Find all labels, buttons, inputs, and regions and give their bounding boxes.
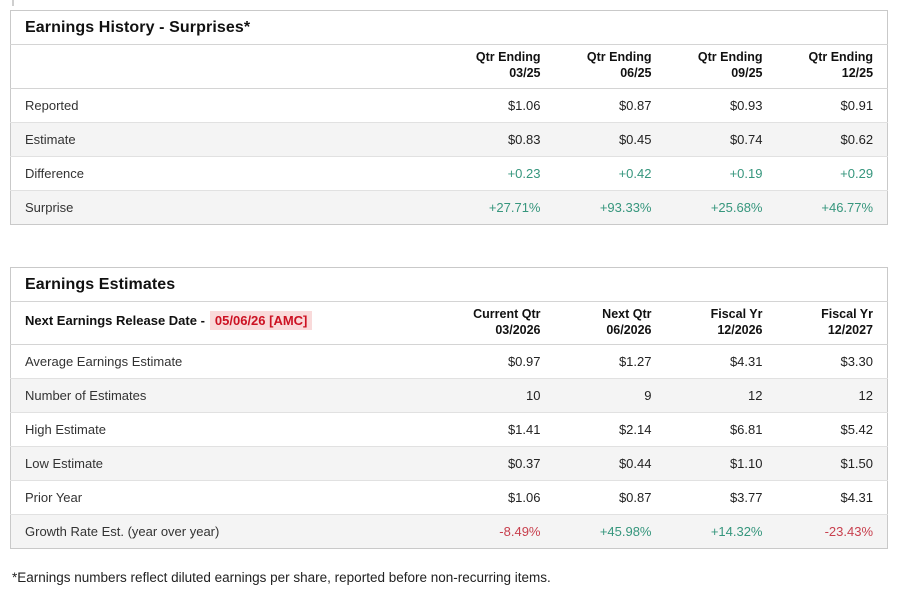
cell-value: $1.27: [554, 344, 666, 379]
cell-value: $0.97: [443, 344, 555, 379]
table-title-row: Earnings History - Surprises*: [10, 10, 888, 45]
cell-value: $0.44: [554, 446, 666, 481]
table-row-average-estimate: Average Earnings Estimate $0.97 $1.27 $4…: [10, 344, 888, 379]
cell-value: -8.49%: [499, 524, 541, 539]
row-label: Reported: [10, 88, 444, 123]
column-header-qtr4: Qtr Ending 12/25: [776, 44, 888, 89]
row-label: Low Estimate: [10, 446, 444, 481]
cell-value: $3.30: [776, 344, 888, 379]
cell-value: $6.81: [665, 412, 777, 447]
column-header-fiscal-yr-1: Fiscal Yr 12/2026: [665, 301, 777, 345]
cell-value: 10: [443, 378, 555, 413]
footnote: *Earnings numbers reflect diluted earnin…: [12, 570, 551, 585]
empty-header-cell: [10, 44, 444, 89]
cell-value: $3.77: [665, 480, 777, 515]
cell-value: $1.10: [665, 446, 777, 481]
table-row-surprise: Surprise +27.71% +93.33% +25.68% +46.77%: [10, 190, 888, 224]
column-header-qtr2: Qtr Ending 06/25: [554, 44, 666, 89]
row-label: Prior Year: [10, 480, 444, 515]
cell-value: $0.83: [443, 122, 555, 157]
row-label: Growth Rate Est. (year over year): [25, 524, 220, 539]
table-row-growth-rate: Growth Rate Est. (year over year) -8.49%…: [10, 514, 888, 549]
cell-value: $0.74: [665, 122, 777, 157]
table-row-number-of-estimates: Number of Estimates 10 9 12 12: [10, 378, 888, 413]
row-label: High Estimate: [10, 412, 444, 447]
column-header-fiscal-yr-2: Fiscal Yr 12/2027: [776, 301, 888, 345]
cell-value: +0.19: [665, 156, 777, 191]
cell-value: +27.71%: [488, 199, 541, 215]
table-row-difference: Difference +0.23 +0.42 +0.19 +0.29: [10, 156, 888, 191]
release-date: 05/06/26 [AMC]: [209, 311, 313, 331]
column-header-qtr1: Qtr Ending 03/25: [443, 44, 555, 89]
column-header-row: Next Earnings Release Date -05/06/26 [AM…: [10, 301, 888, 345]
cell-value: -23.43%: [824, 524, 874, 539]
table-row-high-estimate: High Estimate $1.41 $2.14 $6.81 $5.42: [10, 412, 888, 447]
cell-value: +46.77%: [821, 199, 874, 215]
cell-value: $0.37: [443, 446, 555, 481]
cell-value: $2.14: [554, 412, 666, 447]
earnings-history-table: Earnings History - Surprises* Qtr Ending…: [10, 10, 889, 225]
table-row-reported: Reported $1.06 $0.87 $0.93 $0.91: [10, 88, 888, 123]
cell-value: +0.42: [554, 156, 666, 191]
cell-value: $0.87: [554, 88, 666, 123]
release-label: Next Earnings Release Date -: [25, 313, 205, 329]
column-header-row: Qtr Ending 03/25 Qtr Ending 06/25 Qtr En…: [10, 44, 888, 89]
column-header-current-qtr: Current Qtr 03/2026: [443, 301, 555, 345]
row-label: Surprise: [25, 199, 74, 215]
table-row-estimate: Estimate $0.83 $0.45 $0.74 $0.62: [10, 122, 888, 157]
cell-value: $5.42: [776, 412, 888, 447]
cell-value: $1.06: [443, 88, 555, 123]
cell-value: +14.32%: [710, 524, 763, 539]
cell-value: +0.23: [443, 156, 555, 191]
column-header-next-qtr: Next Qtr 06/2026: [554, 301, 666, 345]
cell-value: +0.29: [776, 156, 888, 191]
cell-value: $1.41: [443, 412, 555, 447]
cell-value: $1.50: [776, 446, 888, 481]
cell-value: +45.98%: [599, 524, 652, 539]
table-row-prior-year: Prior Year $1.06 $0.87 $3.77 $4.31: [10, 480, 888, 515]
cell-value: 12: [776, 378, 888, 413]
next-release-cell: Next Earnings Release Date -05/06/26 [AM…: [10, 301, 444, 345]
table-title-row: Earnings Estimates: [10, 267, 888, 302]
row-label: Estimate: [10, 122, 444, 157]
cell-value: +93.33%: [599, 199, 652, 215]
cell-value: $0.91: [776, 88, 888, 123]
earnings-history-title: Earnings History - Surprises*: [10, 10, 888, 45]
earnings-report-page: Earnings History - Surprises* Qtr Ending…: [10, 10, 889, 585]
earnings-estimates-table: Earnings Estimates Next Earnings Release…: [10, 266, 889, 549]
cell-value: +25.68%: [710, 199, 763, 215]
row-label: Average Earnings Estimate: [10, 344, 444, 379]
cell-value: 9: [554, 378, 666, 413]
column-header-qtr3: Qtr Ending 09/25: [665, 44, 777, 89]
earnings-estimates-title: Earnings Estimates: [10, 267, 888, 302]
cell-value: $4.31: [665, 344, 777, 379]
table-row-low-estimate: Low Estimate $0.37 $0.44 $1.10 $1.50: [10, 446, 888, 481]
scrollbar-artifact: [12, 0, 14, 6]
cell-value: $0.93: [665, 88, 777, 123]
cell-value: $4.31: [776, 480, 888, 515]
row-label: Number of Estimates: [10, 378, 444, 413]
cell-value: $1.06: [443, 480, 555, 515]
cell-value: 12: [665, 378, 777, 413]
cell-value: $0.45: [554, 122, 666, 157]
row-label: Difference: [10, 156, 444, 191]
cell-value: $0.62: [776, 122, 888, 157]
cell-value: $0.87: [554, 480, 666, 515]
